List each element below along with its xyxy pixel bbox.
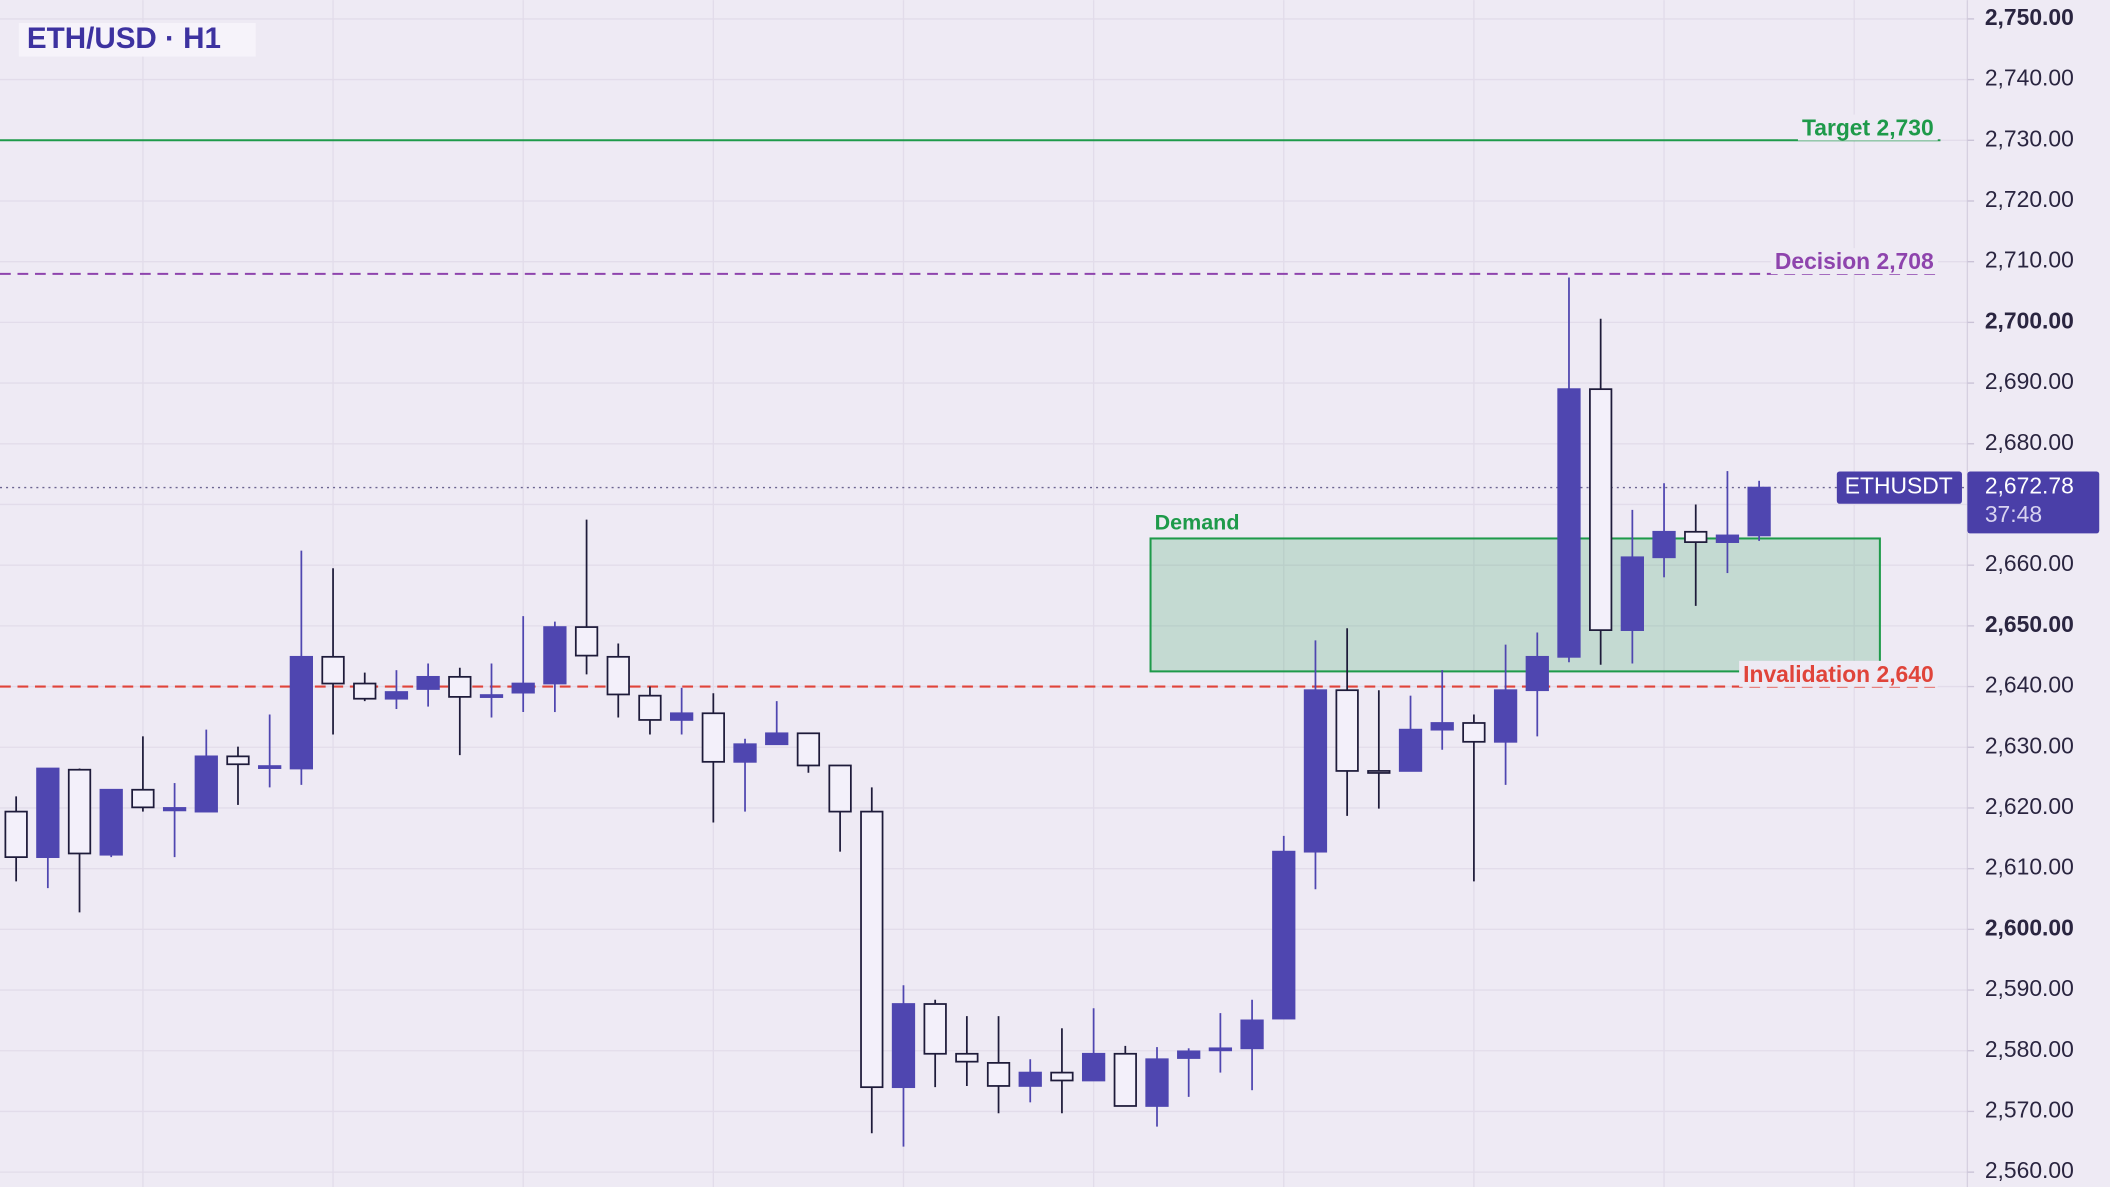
candle-body — [321, 655, 345, 685]
candle-body — [1462, 722, 1486, 743]
candle-body — [131, 788, 155, 809]
candle-body — [258, 765, 282, 769]
candle-body — [1493, 689, 1518, 743]
candle-body — [1557, 388, 1581, 658]
candle-body — [1145, 1058, 1169, 1107]
candle-body — [1747, 486, 1771, 537]
y-tick-label: 2,730.00 — [1985, 125, 2074, 151]
candle-body — [796, 732, 821, 767]
candle-body — [733, 743, 757, 763]
y-axis: 2,560.00 2,570.00 2,580.00 2,590.00 2,600.00… — [1967, 4, 2074, 1183]
candle-body — [289, 655, 314, 770]
candle-body — [1589, 388, 1613, 631]
candle-body — [1240, 1019, 1264, 1050]
zone-label-background — [1151, 511, 1255, 536]
candle-body — [416, 675, 440, 690]
countdown: 37:48 — [1985, 501, 2042, 527]
candle-body — [226, 755, 250, 766]
y-tick-label: 2,560.00 — [1985, 1157, 2074, 1183]
candle-body — [1335, 689, 1359, 772]
y-tick-label: 2,710.00 — [1985, 247, 2074, 273]
candle-body — [701, 712, 725, 763]
candle-body — [353, 682, 377, 700]
candle-body — [1652, 530, 1676, 559]
candle-body — [67, 768, 92, 855]
candle-body — [1208, 1047, 1233, 1052]
y-tick-label: 2,660.00 — [1985, 550, 2074, 576]
candle-body — [670, 712, 694, 721]
candle-body — [448, 675, 472, 698]
candle-body — [1684, 530, 1708, 543]
candle-body — [1018, 1071, 1042, 1087]
candle-body — [543, 626, 567, 685]
symbol-tag-box — [1836, 471, 1962, 504]
candle-body — [4, 810, 28, 858]
candle-body — [1525, 655, 1549, 692]
candle-body — [194, 755, 218, 813]
y-tick-label: 2,690.00 — [1985, 368, 2074, 394]
level-label: Target 2,730 — [1802, 115, 1934, 141]
candle-body — [1113, 1052, 1137, 1107]
candle-body — [511, 682, 535, 694]
y-tick-label: 2,700.00 — [1985, 307, 2074, 333]
candle-body — [384, 691, 409, 700]
price-box — [1967, 471, 2100, 534]
y-tick-label: 2,650.00 — [1985, 611, 2074, 637]
candle-body — [99, 788, 123, 856]
candle-body — [1081, 1052, 1106, 1082]
zone-label: Demand — [1155, 510, 1240, 534]
candle-body — [1620, 556, 1644, 631]
y-tick-label: 2,610.00 — [1985, 854, 2074, 880]
candle-body — [891, 1003, 916, 1089]
level-label: Invalidation 2,640 — [1743, 661, 1934, 687]
last-price-label: 2,672.78 — [1985, 473, 2074, 499]
candle-body — [1398, 728, 1423, 772]
y-tick-label: 2,600.00 — [1985, 914, 2074, 940]
candle-body — [606, 655, 630, 696]
candle-body — [923, 1003, 947, 1055]
candle-body — [36, 767, 60, 858]
title-background — [18, 22, 256, 57]
candle-body — [986, 1062, 1011, 1087]
candle-body — [1303, 689, 1328, 853]
candle-body — [1050, 1071, 1074, 1082]
level-label-background — [1770, 248, 1939, 275]
candle-body — [860, 810, 884, 1089]
y-tick-label: 2,680.00 — [1985, 429, 2074, 455]
level-label-background — [1797, 114, 1938, 141]
symbol-tag: ETHUSDT — [1845, 473, 1953, 499]
chart-title: ETH/USD · H1 — [27, 22, 221, 55]
y-tick-label: 2,620.00 — [1985, 793, 2074, 819]
plot-area: Demand Target 2,730 Decision 2,708 Invalida… — [0, 114, 1968, 1147]
candle-body — [1177, 1050, 1201, 1059]
y-tick-label: 2,630.00 — [1985, 732, 2074, 758]
y-tick-label: 2,750.00 — [1985, 4, 2074, 30]
candle-body — [1272, 850, 1296, 1020]
candle-body — [574, 626, 599, 657]
y-tick-label: 2,590.00 — [1985, 975, 2074, 1001]
y-tick-label: 2,720.00 — [1985, 186, 2074, 212]
candle-body — [479, 694, 504, 698]
y-tick-label: 2,740.00 — [1985, 65, 2074, 91]
y-tick-label: 2,640.00 — [1985, 672, 2074, 698]
candle-body — [1715, 534, 1740, 543]
candle-body — [1430, 722, 1454, 731]
demand-zone — [1149, 537, 1881, 673]
candle-body — [638, 694, 662, 721]
candle-body — [955, 1052, 979, 1063]
candle-body — [765, 732, 789, 746]
level-label: Decision 2,708 — [1775, 248, 1934, 274]
y-tick-label: 2,570.00 — [1985, 1096, 2074, 1122]
candle-body — [1367, 770, 1391, 774]
candle-body — [162, 807, 187, 812]
candle-body — [828, 764, 852, 813]
level-label-background — [1739, 660, 1938, 687]
y-tick-label: 2,580.00 — [1985, 1036, 2074, 1062]
